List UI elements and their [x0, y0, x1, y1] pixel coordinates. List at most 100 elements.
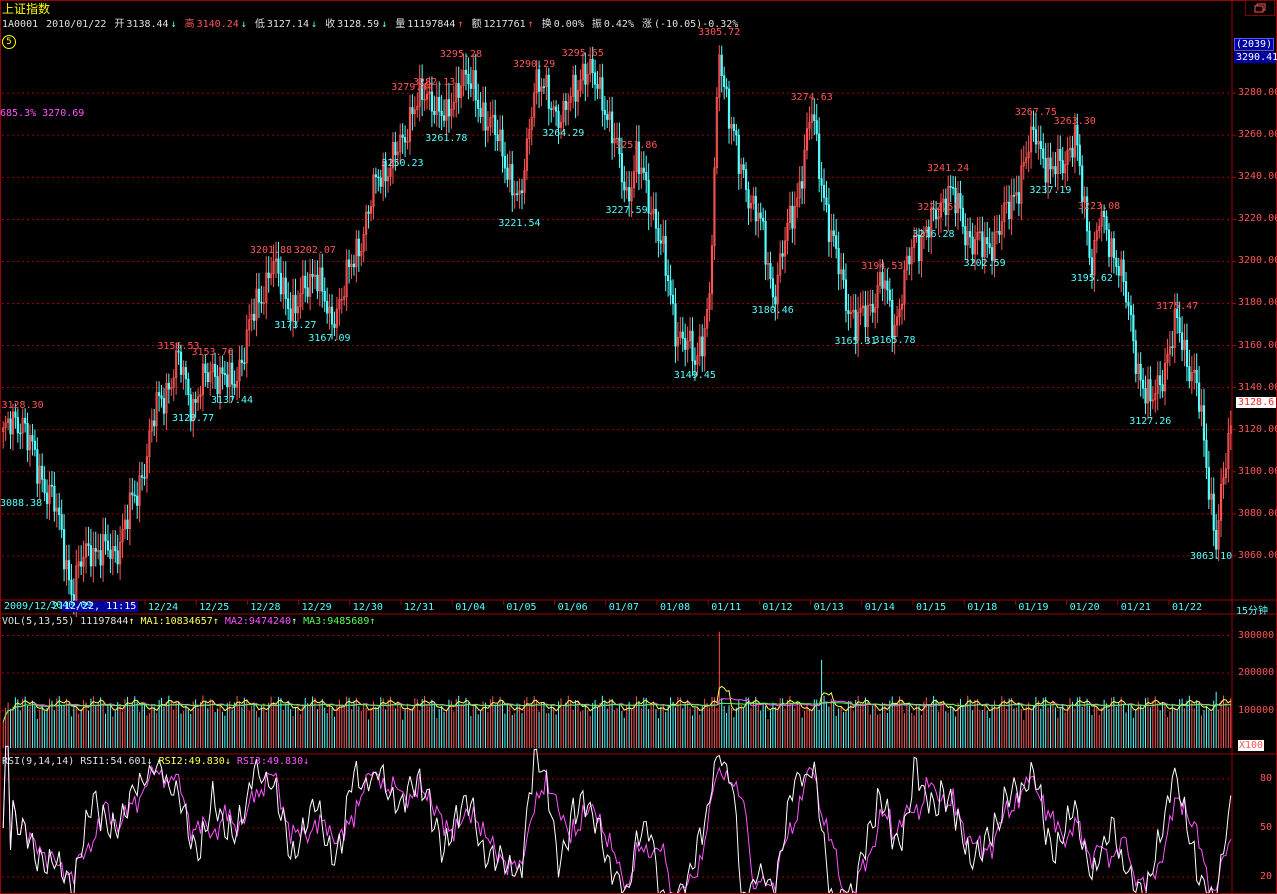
candle-body: [352, 263, 356, 268]
candle-body: [569, 96, 572, 103]
candle-body: [140, 475, 144, 478]
candle-body: [959, 193, 962, 209]
price-axis-label: 3220.00: [1238, 213, 1277, 225]
candle-body: [713, 167, 716, 246]
candle-body: [430, 91, 433, 112]
circle-marker-icon[interactable]: 5: [2, 35, 16, 49]
candle-body: [92, 548, 95, 567]
candle-body: [591, 59, 594, 73]
period-unit-label[interactable]: 15分钟: [1236, 606, 1269, 617]
date-tick-label: 01/14: [864, 602, 895, 613]
candle-body: [447, 99, 451, 117]
candle-body: [123, 519, 127, 530]
candle-body: [815, 120, 818, 135]
candle-body: [445, 99, 448, 121]
candle-body: [9, 418, 12, 435]
candle-body: [260, 301, 263, 304]
candle-body: [752, 195, 755, 204]
date-tick-label: 01/04: [455, 602, 486, 613]
ma3-arrow-icon: ↑: [369, 616, 376, 627]
candle-body: [659, 240, 662, 244]
candle-body: [1088, 230, 1091, 259]
price-axis-label: 3140.00: [1238, 381, 1277, 393]
restore-window-icon[interactable]: [1245, 0, 1275, 16]
candle-body: [766, 263, 770, 265]
candle-body: [1107, 229, 1111, 257]
candle-body: [971, 236, 974, 255]
candle-body: [72, 594, 75, 601]
candle-body: [457, 83, 460, 98]
candle-body: [547, 74, 550, 109]
candle-body: [494, 114, 497, 136]
candle-body: [433, 110, 436, 115]
candle-body: [533, 92, 536, 118]
low-price-label: 3261.78: [425, 133, 468, 145]
candle-body: [744, 169, 748, 190]
bar-count-badge: (2039): [1234, 38, 1274, 51]
candle-body: [1185, 339, 1189, 367]
candle-body: [157, 392, 161, 397]
candle-body: [567, 101, 570, 110]
candle-body: [67, 560, 71, 581]
candle-body: [688, 330, 692, 342]
candle-body: [58, 507, 61, 516]
candle-body: [16, 417, 19, 434]
price-axis-label: 3240.00: [1238, 171, 1277, 183]
candle-body: [854, 309, 857, 341]
candle-body: [455, 83, 458, 103]
candle-body: [915, 234, 918, 237]
candle-body: [160, 395, 163, 399]
candle-body: [572, 74, 575, 97]
candle-body: [1219, 483, 1223, 521]
candle-body: [708, 293, 711, 310]
candle-body: [1005, 201, 1008, 204]
candle-body: [345, 259, 348, 297]
candle-body: [611, 111, 614, 144]
candle-body: [101, 534, 105, 566]
candle-body: [769, 263, 772, 279]
candle-body: [1215, 530, 1218, 550]
close-arrow-icon: ↓: [381, 19, 388, 30]
candle-body: [1200, 405, 1203, 412]
candle-body: [740, 164, 743, 174]
candle-body: [796, 197, 799, 207]
candle-body: [1207, 467, 1210, 500]
candle-body: [1202, 405, 1206, 441]
candle-body: [995, 230, 999, 233]
candle-body: [1115, 257, 1118, 267]
price-axis-label: 3060.00: [1238, 549, 1277, 561]
candle-body: [323, 290, 326, 302]
candle-body: [330, 306, 334, 325]
date-tick-label: 01/19: [1018, 602, 1049, 613]
candle-body: [428, 91, 431, 95]
candle-body: [179, 351, 183, 375]
candle-body: [53, 485, 56, 512]
candle-body: [192, 399, 195, 422]
date-tick-label: 01/06: [557, 602, 588, 613]
candle-body: [6, 418, 10, 423]
rsi1-arrow-icon: ↓: [146, 756, 153, 767]
candle-body: [1049, 157, 1052, 170]
candle-body: [903, 269, 906, 305]
candle-body: [1051, 166, 1055, 170]
candle-body: [84, 543, 88, 558]
candle-body: [1139, 363, 1142, 381]
candle-body: [396, 151, 399, 156]
candle-body: [231, 362, 234, 385]
candle-body: [1017, 192, 1020, 204]
high-price-label: 3267.75: [1014, 106, 1057, 118]
candle-body: [886, 280, 889, 291]
candle-body: [801, 181, 804, 189]
high-price-label: 3153.76: [191, 346, 234, 358]
candle-body: [1064, 164, 1067, 174]
candle-body: [579, 79, 582, 91]
rsi-header: RSI(9,14,14) RSI1:54.601↓ RSI2:49.830↓ R…: [2, 756, 309, 767]
candle-body: [576, 90, 580, 102]
high-price-label: 3295.65: [561, 48, 604, 60]
candle-body: [520, 190, 524, 193]
index-title: 上证指数: [2, 2, 51, 16]
candle-body: [966, 231, 969, 246]
candle-body: [662, 236, 665, 244]
candle-body: [1076, 124, 1079, 146]
